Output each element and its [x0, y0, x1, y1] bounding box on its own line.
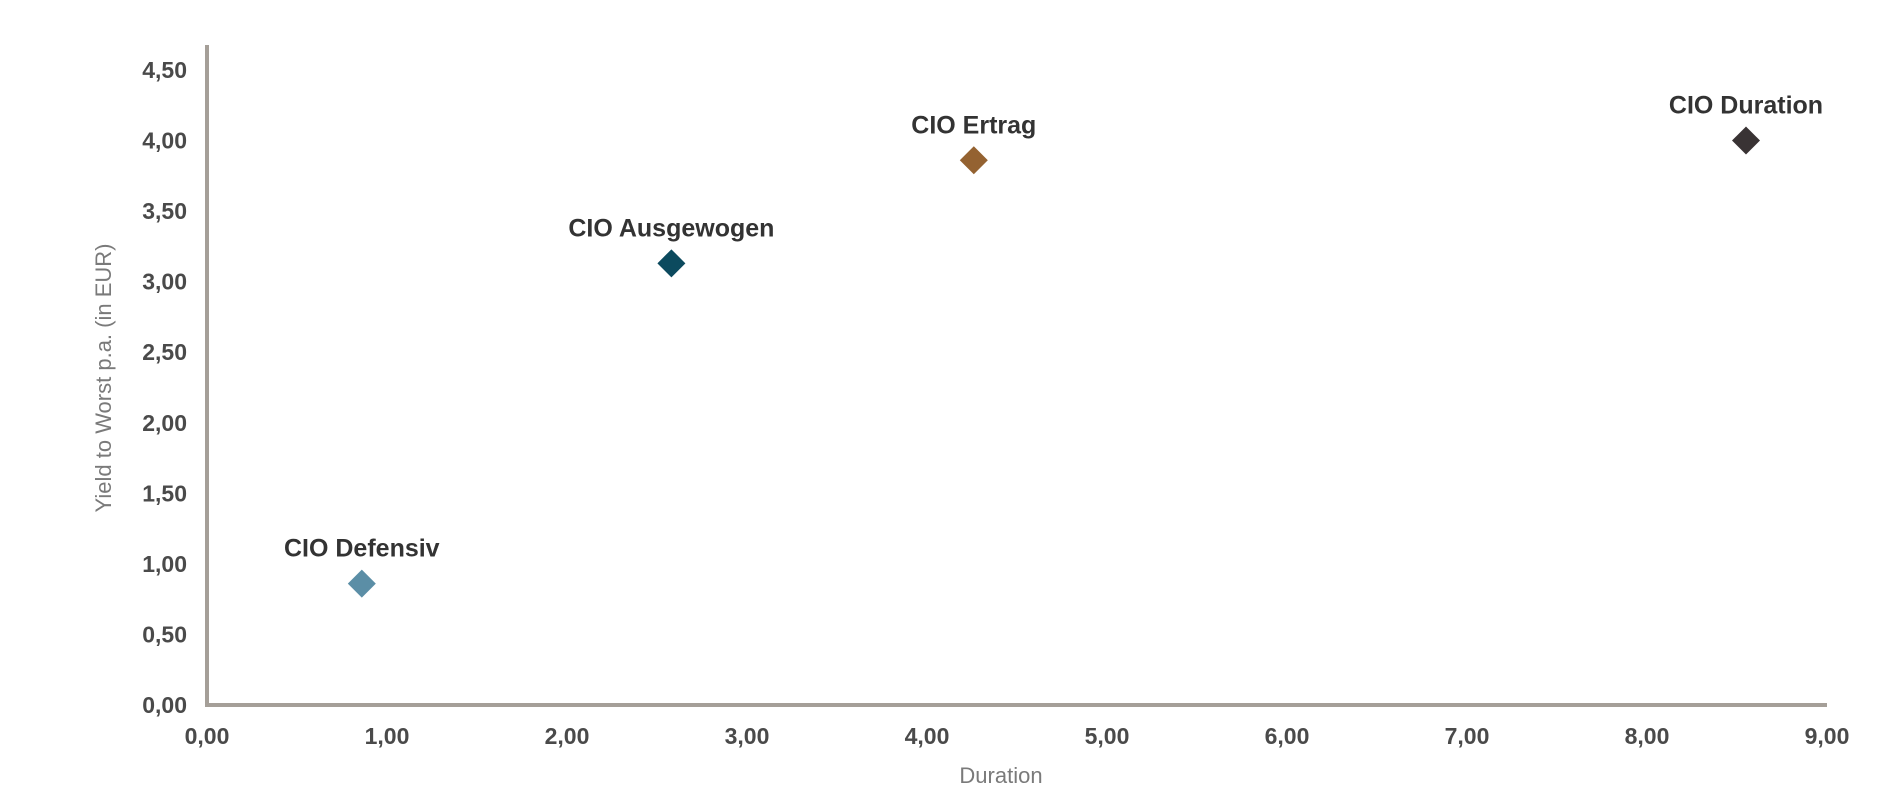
x-tick-labels: 0,00 1,00 2,00 3,00 4,00 5,00 6,00 7,00 8,00 9,00 — [185, 723, 1850, 749]
y-tick-label: 3,50 — [142, 198, 187, 224]
point-cio-ausgewogen — [657, 249, 686, 278]
point-label-cio-ausgewogen: CIO Ausgewogen — [568, 214, 774, 242]
y-tick-label: 0,50 — [142, 621, 187, 647]
x-tick-label: 2,00 — [545, 723, 590, 749]
point-cio-duration — [1732, 126, 1760, 155]
point-label-cio-duration: CIO Duration — [1669, 92, 1823, 120]
point-cio-ertrag — [959, 146, 988, 175]
y-tick-labels: 0,00 0,50 1,00 1,50 2,00 2,50 3,00 3,50 4,00 4,50 — [142, 57, 187, 718]
point-label-cio-ertrag: CIO Ertrag — [911, 111, 1036, 139]
y-axis-title: Yield to Worst p.a. (in EUR) — [91, 244, 116, 513]
x-tick-label: 9,00 — [1805, 723, 1850, 749]
x-tick-label: 7,00 — [1445, 723, 1490, 749]
y-tick-label: 0,00 — [142, 692, 187, 718]
data-points: CIO Defensiv CIO Ausgewogen CIO Ertrag CIO … — [284, 92, 1823, 598]
y-tick-label: 4,00 — [142, 128, 187, 154]
y-tick-label: 1,00 — [142, 551, 187, 577]
x-tick-label: 6,00 — [1265, 723, 1310, 749]
x-tick-label: 3,00 — [725, 723, 770, 749]
x-tick-label: 8,00 — [1625, 723, 1670, 749]
y-tick-label: 1,50 — [142, 480, 187, 506]
x-tick-label: 4,00 — [905, 723, 950, 749]
point-cio-defensiv — [347, 569, 376, 598]
x-tick-label: 0,00 — [185, 723, 230, 749]
y-tick-label: 2,50 — [142, 339, 187, 365]
y-tick-label: 3,00 — [142, 269, 187, 295]
y-tick-label: 2,00 — [142, 410, 187, 436]
axes — [205, 45, 1827, 707]
x-tick-label: 1,00 — [365, 723, 410, 749]
x-tick-label: 5,00 — [1085, 723, 1130, 749]
y-tick-label: 4,50 — [142, 57, 187, 83]
point-label-cio-defensiv: CIO Defensiv — [284, 535, 440, 563]
x-axis-title: Duration — [959, 763, 1042, 788]
